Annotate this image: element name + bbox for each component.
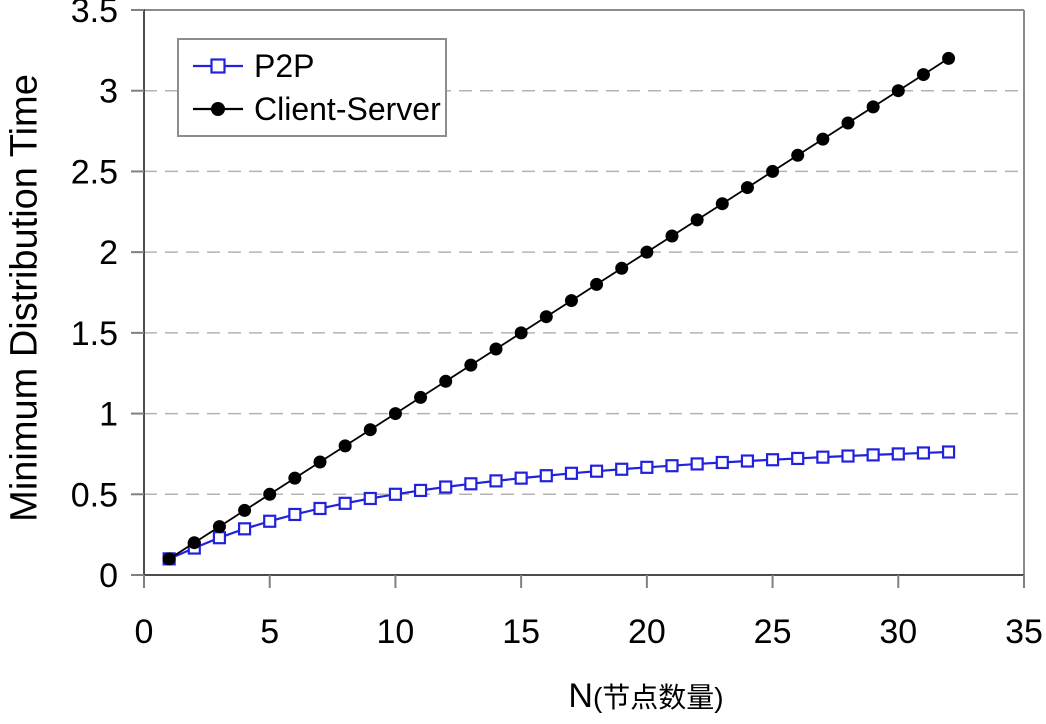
series-line — [168, 450, 949, 560]
x-tick-label: 30 — [879, 613, 917, 651]
p2p-data-point — [514, 471, 528, 485]
p2p-data-point — [589, 464, 604, 478]
y-axis-title: Minimum Distribution Time — [3, 74, 46, 522]
p2p-data-point — [816, 450, 830, 464]
client-server-data-point — [439, 374, 453, 388]
client-server-data-point — [916, 68, 930, 82]
y-tick-label: 1 — [99, 396, 118, 434]
client-server-data-point — [816, 132, 830, 146]
p2p-data-point — [313, 501, 327, 516]
p2p-data-point — [212, 531, 227, 545]
y-tick-label: 0.5 — [71, 476, 118, 514]
p2p-data-point — [891, 447, 905, 461]
p2p-data-point — [640, 460, 654, 474]
p2p-data-point — [539, 469, 553, 483]
p2p-data-point — [615, 462, 629, 476]
x-axis-title-main: N — [568, 677, 593, 715]
x-tick-label: 5 — [260, 613, 279, 651]
client-server-data-point — [942, 51, 956, 65]
p2p-data-point — [237, 522, 252, 536]
p2p-data-point — [388, 487, 403, 501]
client-server-data-point — [388, 407, 402, 421]
client-server-data-point — [288, 471, 302, 485]
client-server-data-point — [615, 261, 629, 275]
client-server-data-point — [539, 310, 553, 324]
legend: P2P Client-Server — [177, 38, 447, 137]
p2p-data-point — [665, 459, 679, 473]
client-server-data-point — [766, 164, 780, 178]
client-server-data-point — [740, 181, 754, 195]
client-server-circle-marker-icon — [193, 101, 243, 116]
y-tick-label: 3 — [99, 73, 118, 111]
x-tick-label: 35 — [1005, 613, 1043, 651]
client-server-data-point — [313, 455, 327, 469]
client-server-data-point — [866, 100, 880, 114]
p2p-data-point — [690, 457, 704, 471]
client-server-data-point — [489, 342, 503, 356]
y-tick-label: 3.5 — [71, 0, 118, 30]
client-server-data-point — [715, 197, 729, 211]
y-tick-label: 1.5 — [71, 315, 118, 353]
client-server-data-point — [363, 423, 377, 437]
p2p-data-point — [489, 474, 503, 488]
p2p-data-point — [715, 455, 729, 470]
p2p-data-point — [564, 466, 579, 480]
client-server-data-point — [791, 148, 805, 162]
client-server-data-point — [590, 277, 604, 291]
x-tick-label: 0 — [135, 613, 154, 651]
p2p-data-point — [439, 480, 453, 494]
y-tick-label: 2 — [99, 234, 118, 272]
p2p-data-point — [791, 451, 805, 466]
x-tick-label: 15 — [502, 613, 540, 651]
client-server-data-point — [891, 84, 905, 98]
legend-label-client-server: Client-Server — [254, 90, 441, 127]
client-server-data-point — [238, 503, 252, 517]
client-server-data-point — [162, 552, 176, 566]
series-P2P — [162, 445, 956, 566]
series-Client-Server — [162, 51, 956, 566]
p2p-data-point — [288, 507, 302, 522]
p2p-data-point — [841, 449, 855, 463]
legend-item-p2p: P2P — [192, 50, 445, 82]
x-tick-label: 25 — [754, 613, 792, 651]
p2p-data-point — [363, 491, 377, 506]
client-server-data-point — [514, 326, 528, 340]
p2p-data-point — [740, 454, 755, 468]
legend-circle-marker — [211, 101, 225, 116]
p2p-data-point — [263, 514, 277, 528]
client-server-data-point — [665, 229, 679, 243]
x-axis-title: N(节点数量) — [568, 676, 723, 716]
client-server-data-point — [841, 116, 855, 130]
client-server-data-point — [263, 487, 277, 501]
client-server-data-point — [464, 358, 478, 372]
client-server-data-point — [690, 213, 704, 227]
client-server-data-point — [564, 294, 578, 308]
p2p-data-point — [338, 496, 352, 510]
p2p-data-point — [916, 446, 931, 460]
client-server-data-point — [212, 520, 226, 534]
legend-label-p2p: P2P — [254, 48, 315, 85]
legend-item-client-server: Client-Server — [192, 93, 445, 125]
x-tick-label: 20 — [628, 613, 666, 651]
y-tick-label: 2.5 — [71, 153, 118, 191]
legend-square-marker — [210, 58, 226, 74]
x-axis-title-unit: (节点数量) — [592, 682, 724, 713]
y-tick-label: 0 — [99, 557, 118, 595]
x-tick-label: 10 — [377, 613, 415, 651]
p2p-data-point — [464, 477, 478, 491]
p2p-data-point — [941, 445, 956, 459]
p2p-data-point — [866, 448, 880, 462]
client-server-data-point — [640, 245, 654, 259]
p2p-square-marker-icon — [193, 58, 243, 74]
client-server-data-point — [338, 439, 352, 453]
p2p-data-point — [413, 483, 428, 498]
client-server-data-point — [187, 536, 201, 550]
p2p-data-point — [765, 453, 780, 467]
client-server-data-point — [414, 390, 428, 404]
